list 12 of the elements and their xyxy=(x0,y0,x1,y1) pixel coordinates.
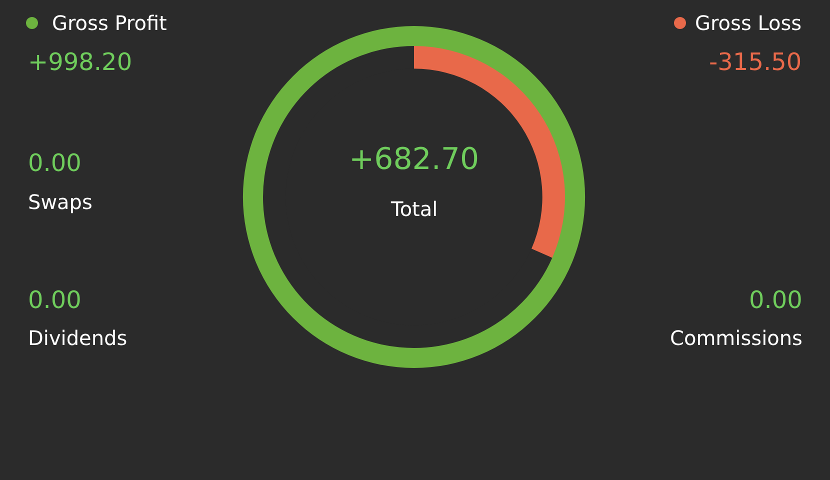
text: -315.50 xyxy=(709,48,802,76)
text: 0.00 xyxy=(28,286,82,314)
legend-label: Gross Loss xyxy=(695,11,802,35)
text: 0.00 xyxy=(749,286,802,314)
text: Commissions xyxy=(670,326,802,350)
text: +682.70 xyxy=(349,142,480,177)
text: Swaps xyxy=(28,190,92,214)
text: Total xyxy=(390,197,438,221)
text: 0.00 xyxy=(28,149,82,177)
text: Dividends xyxy=(28,326,128,350)
text: +998.20 xyxy=(28,48,132,76)
legend-label: Gross Profit xyxy=(52,11,168,35)
